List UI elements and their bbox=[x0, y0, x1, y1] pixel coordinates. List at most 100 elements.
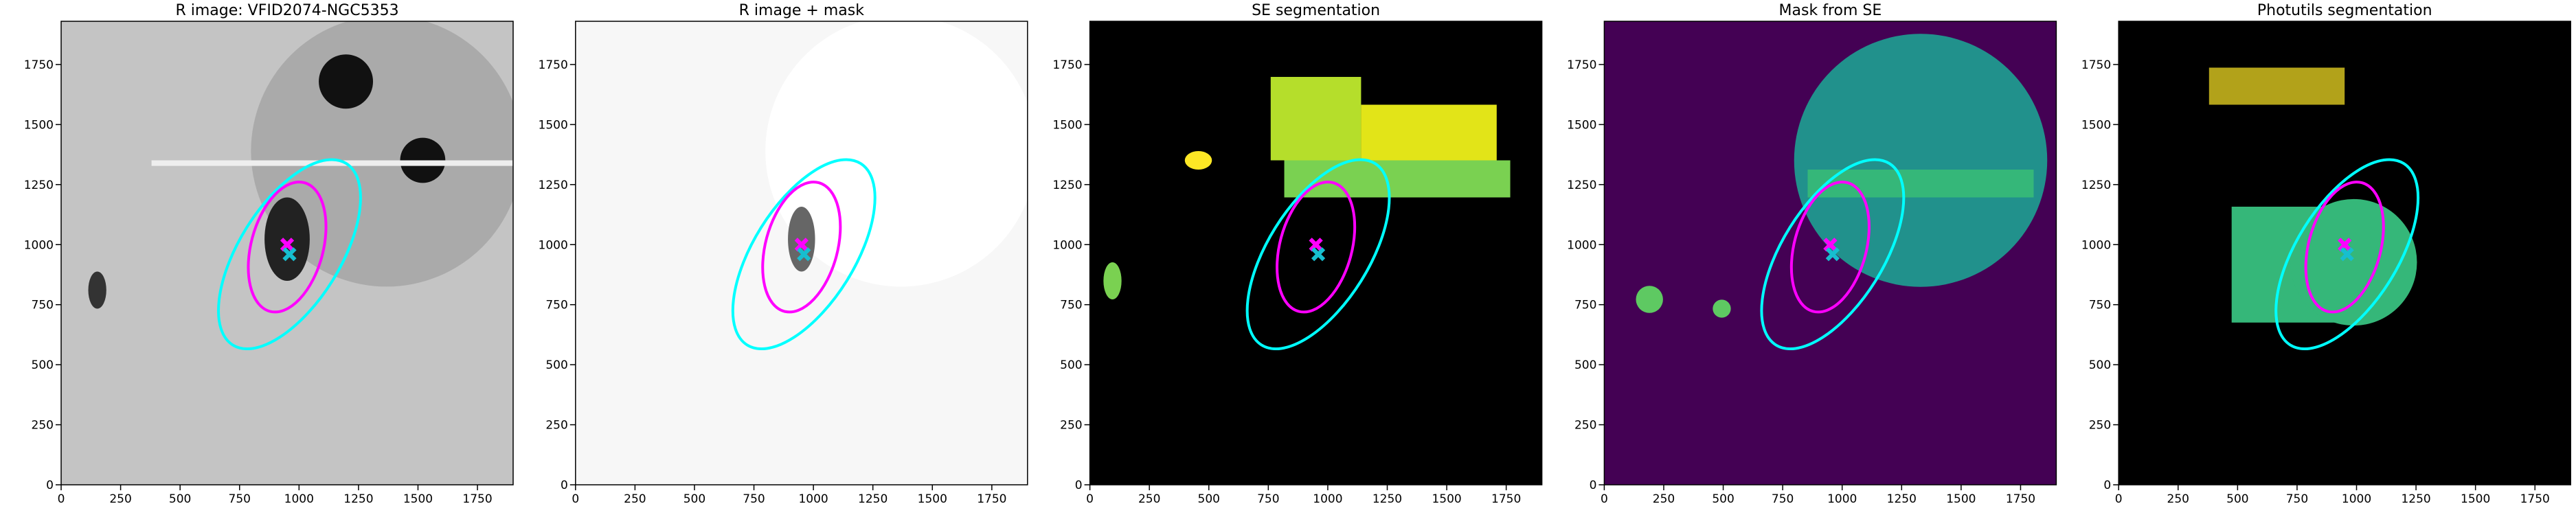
image-feature bbox=[1713, 299, 1731, 318]
center-marker bbox=[797, 247, 811, 262]
center-marker bbox=[1309, 238, 1323, 252]
y-tick-label: 0 bbox=[1590, 479, 1597, 492]
aperture-ellipse bbox=[731, 158, 877, 351]
y-tick-label: 1250 bbox=[1567, 179, 1596, 192]
x-tick-label: 1000 bbox=[1827, 492, 1857, 506]
y-tick-label: 1500 bbox=[24, 118, 54, 132]
aperture-ellipse bbox=[217, 158, 362, 351]
x-tick-label: 1750 bbox=[2520, 492, 2550, 506]
x-tick-label: 0 bbox=[1086, 492, 1094, 506]
aperture-ellipse bbox=[2304, 181, 2385, 314]
center-marker bbox=[282, 247, 297, 262]
x-tick-label: 750 bbox=[2286, 492, 2308, 506]
center-marker bbox=[794, 238, 809, 252]
image-feature bbox=[1361, 104, 1497, 161]
axes-frame bbox=[2118, 21, 2571, 485]
y-tick-label: 1000 bbox=[539, 238, 568, 252]
x-tick-label: 1000 bbox=[284, 492, 314, 506]
y-tick-label: 1250 bbox=[1052, 179, 1082, 192]
y-tick-label: 1500 bbox=[2081, 118, 2111, 132]
panel-title: R image: VFID2074-NGC5353 bbox=[175, 2, 398, 19]
aperture-ellipse bbox=[2274, 158, 2420, 351]
center-marker bbox=[2340, 247, 2354, 262]
axes-frame bbox=[1603, 21, 2057, 485]
x-tick-label: 0 bbox=[572, 492, 579, 506]
x-tick-label: 0 bbox=[1601, 492, 1608, 506]
y-tick-label: 750 bbox=[2089, 299, 2111, 312]
image-feature bbox=[1636, 286, 1663, 313]
x-tick-label: 750 bbox=[1772, 492, 1794, 506]
image-feature bbox=[319, 54, 374, 109]
x-tick-label: 500 bbox=[2226, 492, 2248, 506]
y-tick-label: 1750 bbox=[1567, 58, 1596, 72]
y-tick-label: 750 bbox=[1574, 299, 1596, 312]
y-tick-label: 750 bbox=[545, 299, 567, 312]
center-marker bbox=[2338, 238, 2352, 252]
x-tick-label: 0 bbox=[2115, 492, 2123, 506]
x-tick-label: 1250 bbox=[1372, 492, 1402, 506]
aperture-ellipse bbox=[1276, 181, 1357, 314]
image bbox=[1089, 21, 1542, 485]
image-feature bbox=[765, 21, 1028, 287]
x-tick-label: 750 bbox=[743, 492, 765, 506]
y-tick-label: 1000 bbox=[1567, 238, 1596, 252]
center-marker bbox=[1311, 247, 1326, 262]
image-feature bbox=[151, 160, 513, 166]
aperture-ellipse bbox=[1245, 158, 1391, 351]
image-feature bbox=[88, 271, 106, 309]
y-tick-label: 1750 bbox=[2081, 58, 2111, 72]
y-tick-label: 500 bbox=[545, 358, 567, 372]
x-tick-label: 1750 bbox=[1491, 492, 1521, 506]
y-tick-label: 1000 bbox=[24, 238, 54, 252]
panel: Mask from SE 0 250 500 750 1000 1250 1500 1750 0 2… bbox=[1567, 2, 2057, 506]
y-tick-label: 1000 bbox=[2081, 238, 2111, 252]
y-tick-label: 250 bbox=[2089, 419, 2111, 433]
y-tick-label: 1500 bbox=[1052, 118, 1082, 132]
image-feature bbox=[1794, 34, 2048, 287]
center-marker bbox=[1825, 247, 1840, 262]
axes-frame bbox=[575, 21, 1028, 485]
x-tick-label: 250 bbox=[109, 492, 131, 506]
panel: R image: VFID2074-NGC5353 0 250 500 750 1000 1… bbox=[24, 2, 514, 506]
x-tick-label: 1250 bbox=[343, 492, 373, 506]
x-tick-label: 250 bbox=[1653, 492, 1675, 506]
y-tick-label: 250 bbox=[1574, 419, 1596, 433]
x-tick-label: 500 bbox=[169, 492, 191, 506]
axes-frame bbox=[60, 21, 514, 485]
image-feature bbox=[1103, 262, 1122, 299]
x-tick-label: 1000 bbox=[2342, 492, 2371, 506]
panel-title: SE segmentation bbox=[1252, 2, 1380, 19]
y-tick-label: 1750 bbox=[24, 58, 54, 72]
image bbox=[61, 21, 513, 485]
x-tick-label: 750 bbox=[1257, 492, 1279, 506]
image bbox=[2119, 21, 2571, 485]
image-feature bbox=[1807, 170, 2034, 198]
aperture-ellipse bbox=[761, 181, 842, 314]
center-marker bbox=[280, 238, 295, 252]
y-tick-label: 0 bbox=[561, 479, 568, 492]
x-tick-label: 750 bbox=[229, 492, 251, 506]
x-tick-label: 500 bbox=[1198, 492, 1220, 506]
x-tick-label: 1750 bbox=[462, 492, 492, 506]
panel-title: Mask from SE bbox=[1779, 2, 1882, 19]
image bbox=[575, 21, 1028, 485]
x-tick-label: 1250 bbox=[2401, 492, 2430, 506]
aperture-ellipse bbox=[1760, 158, 1906, 351]
center-marker bbox=[1823, 238, 1838, 252]
y-tick-label: 500 bbox=[32, 358, 54, 372]
panel: SE segmentation 0 250 500 750 1000 1250 1500 175… bbox=[1052, 2, 1543, 506]
x-tick-label: 1500 bbox=[918, 492, 947, 506]
x-tick-label: 1000 bbox=[798, 492, 828, 506]
image-feature bbox=[264, 197, 310, 281]
y-tick-label: 1500 bbox=[539, 118, 568, 132]
image-feature bbox=[1184, 151, 1212, 170]
axes-frame bbox=[1089, 21, 1543, 485]
y-tick-label: 500 bbox=[2089, 358, 2111, 372]
x-tick-label: 1500 bbox=[2461, 492, 2490, 506]
x-tick-label: 250 bbox=[1138, 492, 1160, 506]
y-tick-label: 500 bbox=[1574, 358, 1596, 372]
x-tick-label: 1750 bbox=[977, 492, 1006, 506]
y-tick-label: 0 bbox=[2103, 479, 2111, 492]
y-tick-label: 250 bbox=[32, 419, 54, 433]
image-feature bbox=[2290, 198, 2417, 326]
